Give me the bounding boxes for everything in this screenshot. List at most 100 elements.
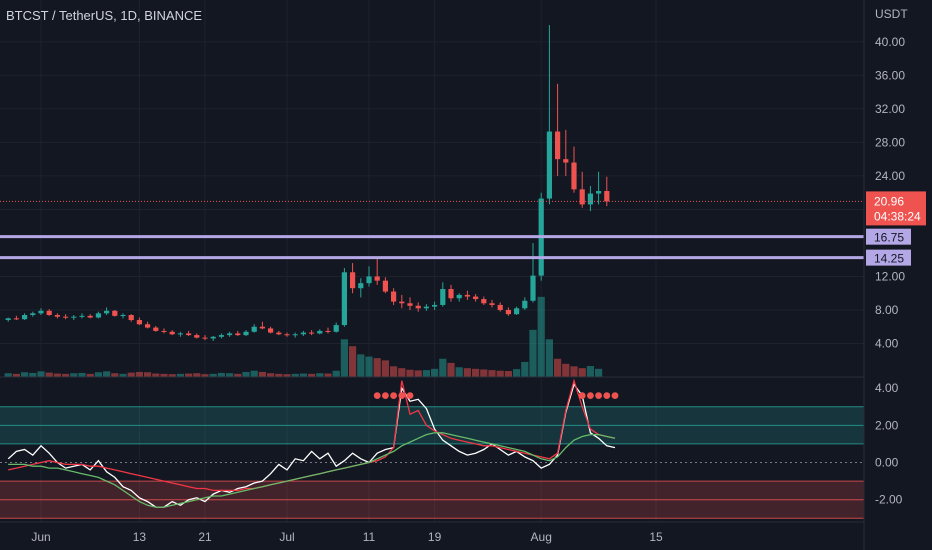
- candle-body: [63, 316, 69, 318]
- signal-dot: [587, 392, 594, 399]
- volume-bar: [381, 360, 389, 377]
- candle-body: [227, 333, 233, 336]
- candle-body: [497, 304, 503, 310]
- candle-body: [95, 313, 101, 318]
- candle-body: [202, 337, 208, 339]
- volume-bar: [357, 354, 365, 377]
- volume-bar: [4, 373, 12, 377]
- level-tag-label: 14.25: [874, 252, 904, 266]
- oscillator-tick-label: 2.00: [875, 418, 899, 432]
- volume-bar: [332, 370, 340, 377]
- candle-body: [440, 289, 446, 305]
- signal-dot: [603, 392, 611, 399]
- volume-bar: [217, 372, 225, 377]
- volume-bar: [29, 372, 37, 377]
- volume-bar: [595, 368, 603, 377]
- volume-bar: [37, 371, 45, 377]
- volume-bar: [78, 372, 86, 377]
- volume-bar: [455, 367, 463, 377]
- candle-body: [276, 332, 282, 335]
- candle-body: [5, 318, 11, 321]
- axes: 40.0036.0032.0028.0024.0020.0012.008.004…: [31, 35, 905, 544]
- candle-body: [284, 334, 290, 336]
- candle-body: [481, 299, 487, 304]
- candle-body: [104, 310, 110, 314]
- volume-bar: [193, 373, 201, 377]
- volume-bar: [570, 366, 578, 377]
- volume-bar: [275, 373, 283, 377]
- volume-bar: [62, 373, 70, 377]
- volume-bar: [422, 370, 430, 377]
- candle-body: [54, 315, 60, 317]
- candle-body: [382, 280, 388, 292]
- candle-body: [87, 315, 93, 318]
- time-tick-label: Jul: [279, 530, 294, 544]
- level-tag: [866, 249, 911, 266]
- volume-bars: [4, 296, 603, 377]
- candle-body: [571, 162, 577, 190]
- candle-body: [145, 324, 151, 328]
- volume-bar: [250, 370, 258, 377]
- price-unit-label: USDT: [875, 7, 908, 21]
- candle-body: [596, 191, 602, 194]
- volume-bar: [267, 373, 275, 377]
- candle-body: [366, 276, 372, 284]
- volume-bar: [209, 373, 217, 377]
- candle-body: [235, 333, 241, 336]
- candle-body: [563, 159, 569, 163]
- time-tick-label: 21: [198, 530, 212, 544]
- candle-body: [161, 330, 167, 332]
- candle-body: [13, 318, 19, 320]
- volume-bar: [365, 356, 373, 377]
- volume-bar: [94, 372, 102, 377]
- price-tick-label: 28.00: [875, 135, 905, 149]
- candle-body: [374, 276, 380, 281]
- candle-body: [194, 335, 200, 338]
- candles: [5, 25, 610, 341]
- volume-bar: [316, 373, 324, 377]
- volume-bar: [496, 370, 504, 377]
- volume-bar: [324, 373, 332, 377]
- volume-bar: [398, 368, 406, 377]
- volume-bar: [537, 296, 545, 377]
- oscillator-tick-label: -2.00: [875, 493, 903, 507]
- candle-body: [112, 310, 118, 316]
- candle-body: [309, 332, 315, 334]
- oscillator-line: [7, 382, 616, 508]
- candle-body: [251, 326, 257, 332]
- candle-body: [604, 191, 610, 202]
- candle-body: [399, 301, 405, 304]
- candle-body: [473, 296, 479, 300]
- volume-bar: [45, 372, 53, 377]
- candle-body: [300, 332, 306, 335]
- candle-body: [489, 303, 495, 305]
- volume-bar: [480, 369, 488, 377]
- volume-bar: [168, 374, 176, 377]
- candle-body: [128, 315, 134, 321]
- volume-bar: [299, 373, 307, 377]
- volume-bar: [127, 372, 135, 377]
- signal-dot: [595, 392, 602, 399]
- volume-bar: [472, 368, 480, 377]
- volume-bar: [111, 373, 119, 377]
- candle-body: [448, 289, 454, 299]
- volume-bar: [86, 373, 94, 377]
- volume-bar: [545, 339, 553, 377]
- candle-body: [333, 325, 339, 332]
- price-tick-label: 36.00: [875, 68, 905, 82]
- last-price-tag: [866, 191, 926, 226]
- candle-body: [46, 310, 52, 316]
- volume-bar: [431, 368, 439, 377]
- candle-body: [268, 328, 274, 333]
- candle-body: [432, 304, 438, 307]
- price-tick-label: 12.00: [875, 269, 905, 283]
- candle-body: [317, 330, 323, 334]
- candle-body: [522, 300, 528, 309]
- candle-body: [120, 315, 126, 317]
- level-tag: [866, 228, 911, 245]
- candle-body: [423, 306, 429, 309]
- volume-bar: [258, 371, 266, 377]
- volume-bar: [12, 373, 20, 377]
- volume-bar: [447, 362, 455, 377]
